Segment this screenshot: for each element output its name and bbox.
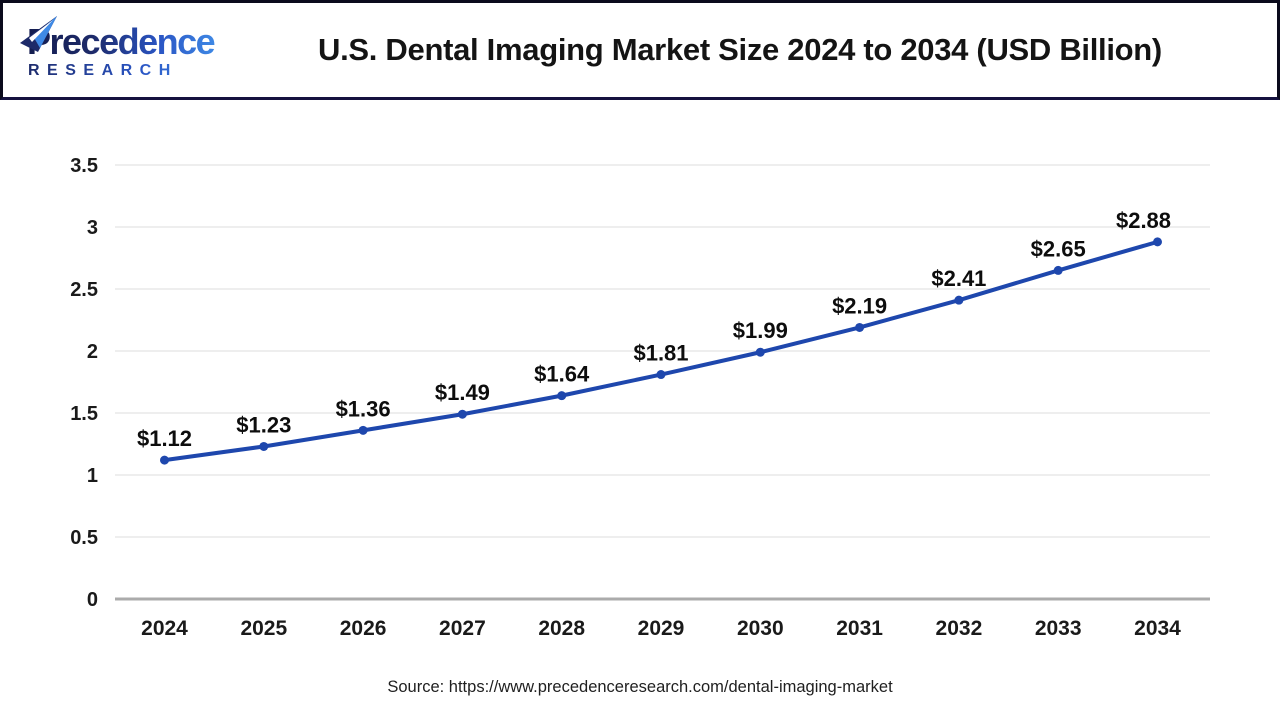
chart-title: U.S. Dental Imaging Market Size 2024 to … bbox=[318, 32, 1162, 67]
data-point bbox=[557, 391, 567, 401]
data-label: $1.23 bbox=[236, 412, 291, 437]
data-label: $1.36 bbox=[336, 396, 391, 421]
data-label: $2.88 bbox=[1116, 208, 1171, 233]
data-label: $2.41 bbox=[931, 266, 986, 291]
data-label: $1.99 bbox=[733, 318, 788, 343]
x-tick-label: 2031 bbox=[836, 617, 883, 640]
x-tick-label: 2029 bbox=[638, 617, 685, 640]
data-label: $1.49 bbox=[435, 380, 490, 405]
source-text: Source: https://www.precedenceresearch.c… bbox=[387, 678, 893, 696]
data-label: $1.81 bbox=[633, 341, 688, 366]
x-tick-label: 2034 bbox=[1134, 617, 1181, 640]
x-tick-label: 2027 bbox=[439, 617, 486, 640]
data-label: $1.64 bbox=[534, 362, 590, 387]
x-tick-label: 2028 bbox=[538, 617, 585, 640]
brand-subtext: RESEARCH bbox=[25, 62, 217, 79]
brand-logo: Precedence RESEARCH bbox=[20, 15, 217, 79]
y-tick-label: 2.5 bbox=[70, 279, 98, 301]
y-tick-label: 1 bbox=[87, 465, 98, 487]
data-point bbox=[160, 455, 169, 465]
y-tick-label: 3.5 bbox=[70, 155, 98, 177]
x-tick-label: 2024 bbox=[141, 617, 188, 640]
data-point bbox=[755, 347, 765, 357]
data-point bbox=[656, 370, 666, 380]
data-point bbox=[1153, 237, 1162, 247]
x-tick-label: 2026 bbox=[340, 617, 387, 640]
brand-name: Precedence bbox=[25, 23, 217, 60]
x-tick-label: 2033 bbox=[1035, 617, 1082, 640]
y-tick-label: 0 bbox=[87, 589, 98, 611]
data-label: $2.19 bbox=[832, 293, 887, 318]
data-point bbox=[358, 425, 368, 435]
data-label: $1.12 bbox=[137, 426, 192, 451]
y-tick-label: 2 bbox=[87, 341, 98, 363]
data-point bbox=[954, 295, 964, 305]
x-tick-label: 2025 bbox=[240, 617, 287, 640]
paper-plane-icon bbox=[20, 15, 57, 52]
data-label: $2.65 bbox=[1031, 236, 1086, 261]
data-point bbox=[855, 322, 865, 332]
data-point bbox=[259, 441, 269, 451]
header: Precedence RESEARCH U.S. Dental Imaging … bbox=[0, 0, 1280, 100]
x-tick-label: 2030 bbox=[737, 617, 784, 640]
y-tick-label: 0.5 bbox=[70, 527, 98, 549]
y-tick-label: 1.5 bbox=[70, 403, 98, 425]
x-tick-label: 2032 bbox=[936, 617, 983, 640]
data-point bbox=[1053, 265, 1063, 275]
data-point bbox=[457, 409, 467, 419]
y-tick-label: 3 bbox=[87, 217, 98, 239]
